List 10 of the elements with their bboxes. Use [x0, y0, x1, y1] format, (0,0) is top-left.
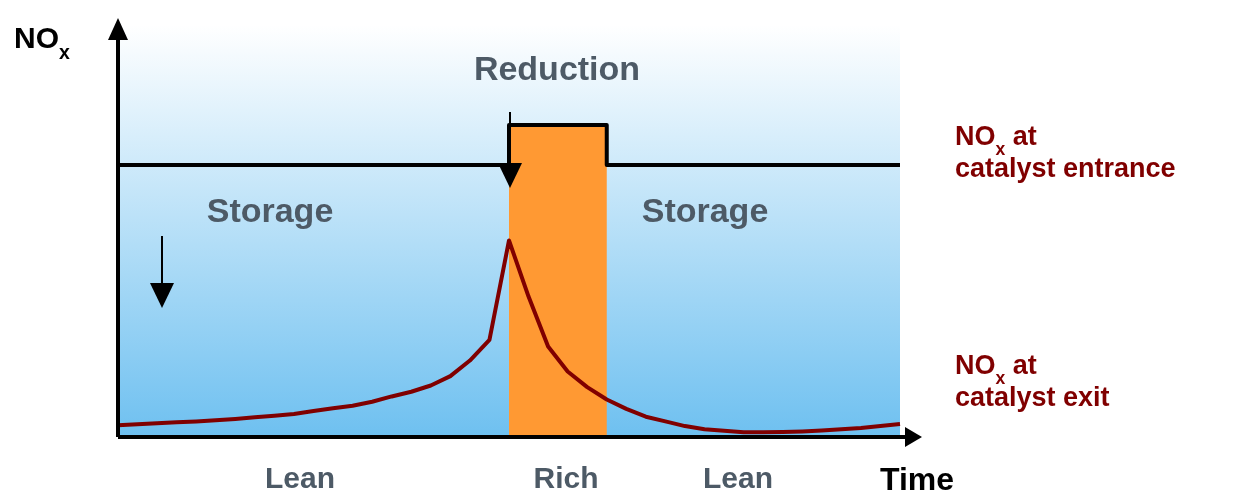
text: NO$_{x}$ at catalyst entrance: [955, 120, 1176, 183]
annotation: Storage: [641, 191, 769, 229]
x-axis-title: Time: [880, 461, 955, 497]
text: Lean: [264, 461, 336, 494]
text: Lean: [702, 461, 774, 494]
annotation: Storage: [206, 191, 334, 229]
y-axis-title: NO$_{x}$: [14, 21, 70, 63]
text: Rich: [533, 461, 599, 494]
text: NO$_{x}$ at catalyst exit: [955, 349, 1110, 412]
text: Reduction: [473, 49, 641, 87]
